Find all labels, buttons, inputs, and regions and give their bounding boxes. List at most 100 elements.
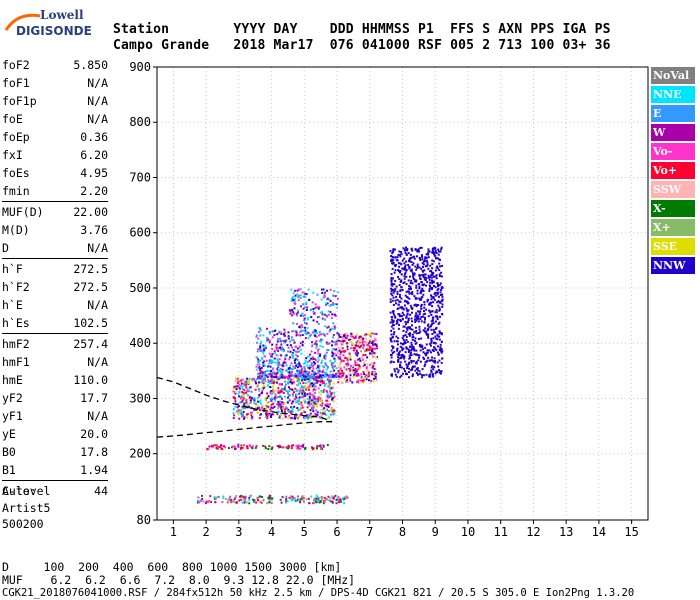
data-point bbox=[392, 291, 395, 294]
data-point bbox=[409, 282, 412, 285]
data-point bbox=[259, 346, 262, 349]
data-point bbox=[268, 330, 271, 333]
data-point bbox=[288, 375, 291, 378]
data-point bbox=[368, 344, 371, 347]
data-point bbox=[371, 352, 374, 355]
data-point bbox=[441, 300, 444, 303]
data-point bbox=[327, 385, 330, 388]
data-point bbox=[411, 291, 414, 294]
data-point bbox=[340, 368, 343, 371]
data-point bbox=[332, 322, 335, 325]
data-point bbox=[433, 366, 436, 369]
data-point bbox=[290, 338, 293, 341]
data-point bbox=[422, 313, 425, 316]
data-point bbox=[410, 279, 413, 282]
data-point bbox=[405, 346, 408, 349]
data-point bbox=[440, 370, 443, 373]
data-point bbox=[216, 496, 219, 499]
data-point bbox=[308, 413, 311, 416]
data-point bbox=[324, 357, 327, 360]
data-point bbox=[434, 342, 437, 345]
data-point bbox=[337, 369, 340, 372]
data-point bbox=[353, 360, 356, 363]
x-tick-label: 14 bbox=[592, 525, 606, 539]
parameter-name: hmE bbox=[2, 373, 23, 387]
data-point bbox=[281, 496, 284, 499]
data-point bbox=[337, 501, 340, 504]
data-point bbox=[283, 341, 286, 344]
data-point bbox=[315, 501, 318, 504]
data-point bbox=[286, 447, 289, 450]
data-point bbox=[324, 498, 327, 501]
data-point bbox=[369, 372, 372, 375]
data-point bbox=[273, 333, 276, 336]
data-point bbox=[402, 308, 405, 311]
data-point bbox=[391, 320, 394, 323]
data-point bbox=[369, 332, 372, 335]
data-point bbox=[438, 321, 441, 324]
data-point bbox=[401, 342, 404, 345]
data-point bbox=[391, 336, 394, 339]
data-point bbox=[330, 407, 333, 410]
data-point bbox=[321, 338, 324, 341]
data-point bbox=[328, 382, 331, 385]
data-point bbox=[301, 303, 304, 306]
data-point bbox=[261, 371, 264, 374]
parameter-row: foF1 N/A bbox=[2, 74, 108, 92]
data-point bbox=[291, 406, 294, 409]
data-point bbox=[429, 275, 432, 278]
data-point bbox=[294, 395, 297, 398]
data-point bbox=[273, 361, 276, 364]
data-point bbox=[288, 358, 291, 361]
data-point bbox=[322, 288, 325, 291]
data-point bbox=[422, 293, 425, 296]
data-point bbox=[415, 341, 418, 344]
data-point bbox=[294, 499, 297, 502]
data-point bbox=[369, 381, 372, 384]
parameter-row: foF2 5.850 bbox=[2, 56, 108, 74]
data-point bbox=[298, 390, 301, 393]
data-point bbox=[413, 331, 416, 334]
data-point bbox=[416, 332, 419, 335]
data-point bbox=[393, 283, 396, 286]
data-point bbox=[427, 256, 430, 259]
data-point bbox=[236, 378, 239, 381]
x-tick-label: 15 bbox=[624, 525, 638, 539]
parameter-panel: foF2 5.850 foF1 N/A foF1p N/A foE N/A foEp 0.36 fx… bbox=[2, 56, 108, 500]
data-point bbox=[233, 499, 236, 502]
data-point bbox=[343, 377, 346, 380]
legend-item: SSE bbox=[651, 238, 695, 255]
data-point bbox=[264, 380, 267, 383]
data-point bbox=[398, 278, 401, 281]
data-point bbox=[408, 332, 411, 335]
data-point bbox=[398, 323, 401, 326]
x-tick-label: 11 bbox=[493, 525, 507, 539]
data-point bbox=[322, 445, 325, 448]
data-point bbox=[316, 381, 319, 384]
data-point bbox=[410, 306, 413, 309]
data-point bbox=[287, 346, 290, 349]
data-point bbox=[359, 345, 362, 348]
parameter-separator bbox=[2, 333, 108, 334]
data-point bbox=[329, 328, 332, 331]
data-point bbox=[295, 314, 298, 317]
data-point bbox=[329, 385, 332, 388]
data-point bbox=[321, 376, 324, 379]
data-point bbox=[277, 405, 280, 408]
data-point bbox=[291, 408, 294, 411]
data-point bbox=[395, 340, 398, 343]
data-point bbox=[244, 380, 247, 383]
data-point bbox=[392, 333, 395, 336]
data-point bbox=[291, 388, 294, 391]
data-point bbox=[294, 415, 297, 418]
parameter-name: yF2 bbox=[2, 391, 23, 405]
data-point bbox=[421, 376, 424, 379]
data-point bbox=[397, 369, 400, 372]
data-point bbox=[354, 371, 357, 374]
data-point bbox=[293, 497, 296, 500]
data-point bbox=[391, 345, 394, 348]
data-point bbox=[374, 332, 377, 335]
data-point bbox=[316, 447, 319, 450]
data-point bbox=[315, 494, 318, 497]
data-point bbox=[400, 252, 403, 255]
